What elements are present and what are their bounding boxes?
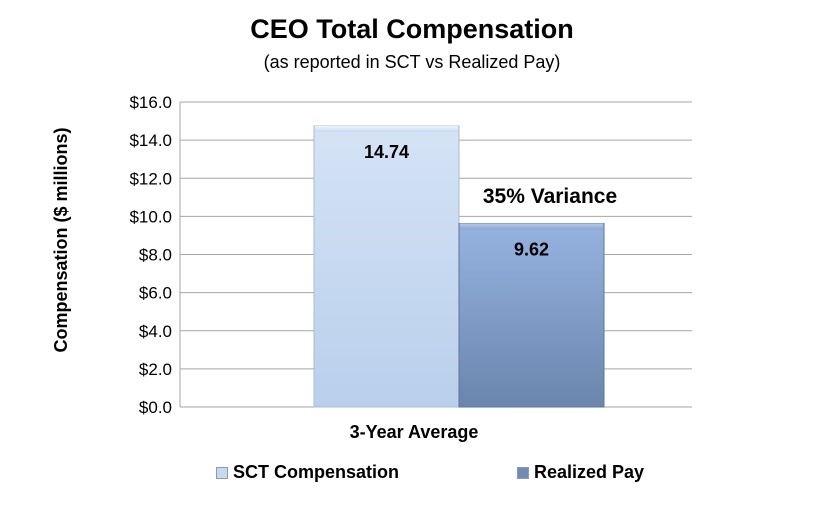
y-tick-label: $2.0	[139, 360, 172, 379]
data-label-realized-pay: 9.62	[514, 240, 549, 260]
bar-realized-pay-bevel	[460, 223, 603, 230]
legend-label-sct: SCT Compensation	[233, 462, 400, 482]
y-tick-label: $16.0	[129, 93, 172, 112]
data-label-sct-compensation: 14.74	[364, 142, 409, 162]
x-category-label: 3-Year Average	[350, 422, 479, 442]
bar-sct-compensation	[313, 125, 460, 408]
y-tick-label: $4.0	[139, 322, 172, 341]
y-tick-label: $6.0	[139, 284, 172, 303]
y-tick-label: $8.0	[139, 246, 172, 265]
y-tick-label: $14.0	[129, 131, 172, 150]
y-tick-label: $12.0	[129, 169, 172, 188]
legend-swatch-sct	[216, 466, 228, 479]
bar-sct-compensation-bevel	[315, 126, 458, 133]
legend-swatch-realized	[517, 466, 529, 479]
chart-title: CEO Total Compensation	[250, 14, 574, 44]
legend-item-sct: SCT Compensation	[216, 462, 399, 483]
variance-annotation: 35% Variance	[483, 185, 617, 208]
bar-realized-pay	[458, 223, 605, 408]
legend-label-realized: Realized Pay	[534, 462, 645, 482]
legend-item-realized: Realized Pay	[517, 462, 644, 483]
chart-subtitle: (as reported in SCT vs Realized Pay)	[263, 52, 561, 72]
y-axis-label: Compensation ($ millions)	[51, 127, 71, 352]
y-tick-label: $10.0	[129, 207, 172, 226]
y-tick-label: $0.0	[139, 398, 172, 417]
